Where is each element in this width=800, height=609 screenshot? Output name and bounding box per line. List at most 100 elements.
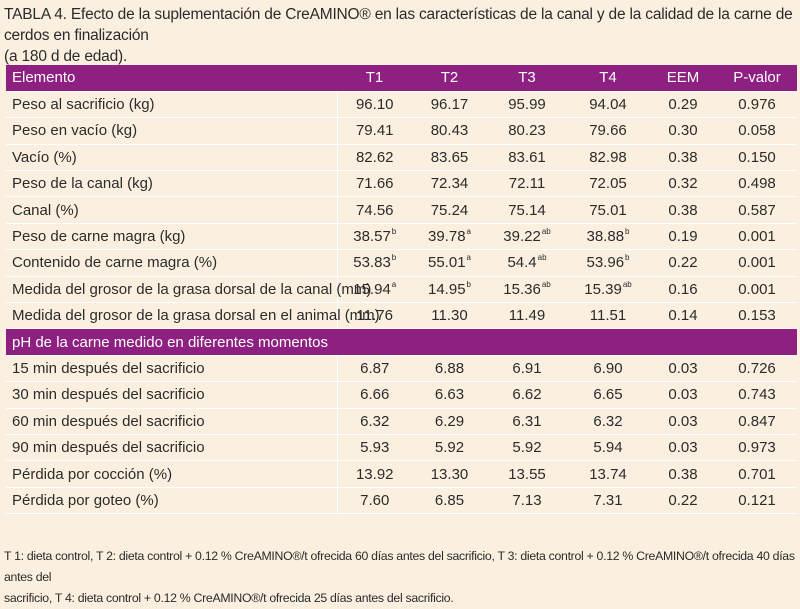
cell-value: 72.11 [508,175,546,193]
cell-t1: 7.60 [337,487,412,515]
cell-t2: 80.43 [412,117,487,145]
cell-eem: 0.38 [649,460,717,488]
cell-eem: 0.03 [649,434,717,462]
results-table: Elemento T1 T2 T3 T4 EEM P-valor Peso al… [6,65,797,515]
row-label: Peso de la canal (kg) [6,170,338,198]
table-row: 90 min después del sacrificio 5.93 5.92 5.9… [6,434,797,462]
row-label: Peso de carne magra (kg) [6,223,338,251]
cell-p-valor: 0.743 [717,381,797,409]
cell-t3: 39.22ab [487,223,567,251]
cell-value: 5.94 [593,439,623,457]
significance-superscript: b [391,227,397,237]
cell-t1: 82.62 [337,144,412,172]
cell-t2: 39.78a [412,223,487,251]
cell-value: 6.62 [512,386,542,404]
header-elemento: Elemento [6,65,337,92]
cell-t3: 11.49 [487,302,567,330]
cell-value: 83.61 [508,148,546,166]
cell-value: 13.74 [589,465,627,483]
cell-t4: 5.94 [567,434,649,462]
cell-p-valor: 0.121 [717,487,797,515]
cell-eem: 0.32 [649,170,717,198]
cell-p-valor: 0.587 [717,196,797,224]
cell-value: 53.83 [353,254,391,272]
cell-t4: 72.05 [567,170,649,198]
cell-p-valor: 0.847 [717,408,797,435]
cell-value: 6.90 [593,359,623,377]
significance-superscript: ab [541,279,551,289]
cell-value: 6.29 [434,412,465,430]
cell-p-valor: 0.701 [717,460,797,488]
cell-t4: 15.39ab [567,276,649,304]
cell-t1: 71.66 [337,170,412,198]
table-body-ph: 15 min después del sacrificio 6.87 6.88 6.9… [6,355,797,515]
header-eem: EEM [649,65,717,92]
cell-value: 80.23 [508,122,546,140]
cell-value: 38.57 [353,228,391,246]
cell-t3: 7.13 [487,487,567,515]
row-label: Pérdida por cocción (%) [6,460,338,488]
cell-p-valor: 0.058 [717,117,797,145]
cell-value: 82.62 [355,148,394,166]
cell-t3: 6.62 [487,381,567,409]
cell-value: 75.24 [430,201,469,219]
cell-eem: 0.22 [649,249,717,277]
cell-value: 6.32 [360,412,390,430]
cell-t3: 80.23 [487,117,567,145]
table-row: Medida del grosor de la grasa dorsal de … [6,276,797,304]
header-t1: T1 [337,65,412,92]
cell-t3: 72.11 [487,170,567,198]
cell-value: 71.66 [355,175,394,193]
cell-t1: 11.76 [337,302,412,330]
row-label: Medida del grosor de la grasa dorsal de … [6,276,371,304]
cell-eem: 0.03 [649,381,717,409]
cell-t2: 5.92 [412,434,487,462]
row-label: 15 min después del sacrificio [6,355,338,383]
cell-value: 13.55 [508,465,546,483]
cell-value: 54.4 [507,254,537,272]
footnote-line-2: sacrificio, T 4: dieta control + 0.12 % … [4,591,454,605]
cell-value: 6.91 [512,359,542,377]
cell-value: 15.39 [584,280,622,298]
cell-value: 13.92 [355,465,394,483]
cell-eem: 0.16 [649,276,717,304]
cell-value: 55.01 [428,254,466,272]
significance-superscript: a [391,279,397,289]
cell-t2: 6.88 [412,355,487,383]
table-row: Peso de la canal (kg) 71.66 72.34 72.11 72.0… [6,170,797,198]
significance-superscript: a [466,227,471,237]
cell-t2: 6.29 [412,408,487,435]
cell-value: 72.34 [430,175,469,193]
cell-eem: 0.22 [649,487,717,515]
cell-t4: 94.04 [567,91,649,119]
cell-value: 14.95 [428,280,466,298]
footnote-line-1: T 1: dieta control, T 2: dieta control +… [4,549,795,584]
cell-value: 6.32 [593,412,623,430]
significance-superscript: ab [541,227,551,237]
cell-t2: 6.63 [412,381,487,409]
cell-t3: 75.14 [487,196,567,224]
cell-value: 94.04 [589,96,627,114]
cell-t3: 13.55 [487,460,567,488]
cell-value: 6.31 [512,412,542,430]
cell-t2: 14.95b [412,276,487,304]
cell-t1: 6.87 [337,355,412,383]
section-title: pH de la carne medido en diferentes mome… [6,328,797,356]
table-row: Medida del grosor de la grasa dorsal en … [6,302,797,330]
cell-value: 11.30 [431,307,468,325]
cell-value: 53.96 [586,254,625,272]
row-label: Peso en vacío (kg) [6,117,338,145]
cell-value: 6.63 [434,386,465,404]
row-label: Vacío (%) [6,144,338,172]
table-body-carcass: Peso al sacrificio (kg) 96.10 96.17 95.99 94… [6,91,797,330]
header-t3: T3 [487,65,567,92]
cell-t4: 7.31 [567,487,649,515]
cell-t4: 6.32 [567,408,649,435]
cell-eem: 0.38 [649,196,717,224]
cell-value: 7.31 [593,491,623,509]
cell-eem: 0.03 [649,355,717,383]
cell-value: 13.30 [430,465,469,483]
header-t2: T2 [412,65,487,92]
cell-value: 11.51 [589,307,627,325]
cell-value: 75.01 [589,201,627,219]
